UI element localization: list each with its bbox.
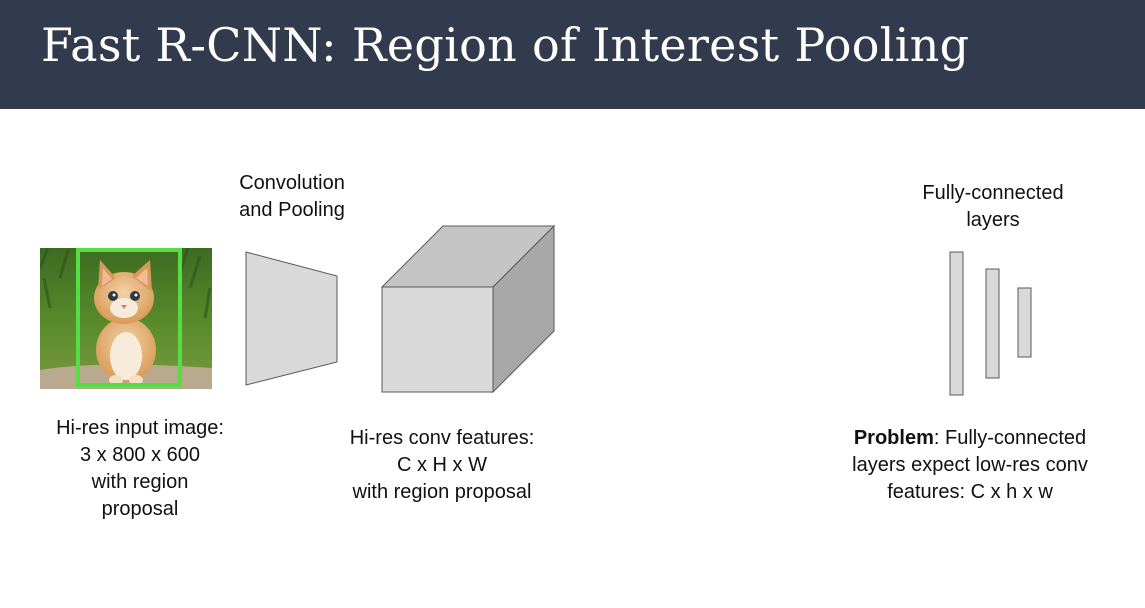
region-proposal-box	[76, 248, 182, 387]
problem-caption: Problem: Fully-connected layers expect l…	[852, 427, 1088, 503]
feature-cube-front	[381, 286, 494, 393]
conv-features-caption: Hi-res conv features: C x H x W with reg…	[349, 427, 535, 503]
slide-title: Fast R-CNN: Region of Interest Pooling	[41, 18, 970, 72]
fc-layer-3	[1017, 287, 1032, 358]
feature-cube-side	[492, 224, 555, 394]
conv-pooling-label: Convolution and Pooling	[239, 172, 345, 221]
fc-layers-label: Fully-connected layers	[922, 182, 1064, 231]
input-image-caption: Hi-res input image: 3 x 800 x 600 with r…	[56, 417, 224, 520]
title-bar: Fast R-CNN: Region of Interest Pooling	[0, 0, 1145, 109]
kitten-photo	[40, 248, 212, 389]
fc-layer-2	[985, 268, 1000, 379]
problem-keyword: Problem	[853, 427, 934, 449]
fc-layer-1	[949, 251, 964, 396]
conv-pooling-trapezoid	[245, 251, 338, 386]
feature-cube-top	[380, 225, 556, 288]
